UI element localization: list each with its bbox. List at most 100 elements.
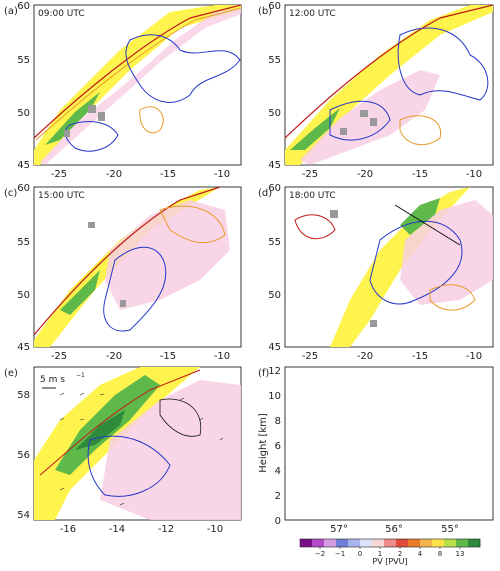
- panel-b-gray-cell-2: [370, 118, 377, 126]
- panel-a-xtick-3: -15: [160, 169, 176, 180]
- panel-b-ytick-2: 55: [268, 55, 281, 66]
- colorbar-segment: [300, 539, 313, 547]
- panel-f-frame: [284, 366, 494, 521]
- panel-b-xtick-3: -15: [412, 169, 428, 180]
- colorbar-tick-label: −1: [335, 550, 345, 558]
- panel-d: (d) 18:00 UTC -25 -20 -15 -10 60 55 50 4…: [258, 183, 494, 362]
- panel-b-x-axis: -25 -20 -15 -10: [302, 169, 482, 180]
- panel-b-gray-cell-3: [340, 128, 347, 135]
- panel-d-label: (d): [258, 188, 272, 199]
- panel-c-ytick-4: 45: [17, 342, 30, 353]
- panel-b-xtick-1: -25: [302, 169, 318, 180]
- panel-c-cloud-green: [60, 270, 100, 315]
- panel-d-orange-contour: [429, 284, 476, 311]
- colorbar-segment: [420, 539, 433, 547]
- panel-d-xtick-1: -25: [302, 351, 318, 362]
- panel-f-ytick-5: 4: [275, 466, 281, 477]
- panel-c-cloud-yellow: [34, 187, 220, 347]
- panel-c-orange-contour: [159, 205, 226, 244]
- panel-e-y-axis: 58 56 54: [17, 390, 30, 521]
- panel-d-ytick-2: 55: [268, 237, 281, 248]
- panel-d-time: 18:00 UTC: [289, 191, 336, 201]
- panel-d-x-axis: -25 -20 -15 -10: [302, 351, 482, 362]
- colorbar-tick-label: 8: [438, 550, 442, 558]
- colorbar-segment: [444, 539, 457, 547]
- panel-c: (c) 15:00 UTC -25 -20 -15 -10 60 55 50 4…: [4, 183, 242, 362]
- panel-a-orange-contour-2: [139, 106, 164, 134]
- colorbar-segment: [360, 539, 373, 547]
- panel-a-time: 09:00 UTC: [38, 9, 85, 19]
- panel-f: (f) Height [km] 12 10 8 6 4 2 0 57° 56° …: [258, 366, 494, 535]
- panel-f-ytick-3: 8: [275, 416, 281, 427]
- panel-a-xtick-1: -25: [51, 169, 67, 180]
- colorbar-segment: [468, 539, 481, 547]
- panel-b-ytick-1: 60: [268, 1, 281, 12]
- panel-a-orange-contour: [35, 7, 241, 141]
- panel-b-orange-contour: [399, 115, 442, 146]
- panel-f-xtick-1: 57°: [330, 524, 348, 535]
- colorbar-tick-label: 13: [456, 550, 465, 558]
- colorbar-segment: [408, 539, 421, 547]
- panel-e: (e) 5 m s −1 -16 -14 -12 -10 58 56 54: [4, 366, 242, 535]
- panel-a-pv-pink: [40, 8, 241, 165]
- panel-f-xtick-3: 55°: [441, 524, 459, 535]
- panel-e-ytick-3: 54: [17, 510, 30, 521]
- colorbar-segment: [348, 539, 361, 547]
- panel-f-xtick-2: 56°: [385, 524, 403, 535]
- panel-a-gray-cell-1: [88, 105, 96, 113]
- panel-d-pv-pink: [400, 200, 493, 305]
- panel-c-xtick-4: -10: [214, 351, 230, 362]
- panel-d-ytick-1: 60: [268, 183, 281, 194]
- panel-a-ytick-3: 50: [17, 108, 30, 119]
- panel-d-y-axis: 60 55 50 45: [268, 183, 281, 353]
- panel-b-xtick-2: -20: [357, 169, 373, 180]
- panel-d-cloud-green: [400, 198, 440, 235]
- panel-b-ytick-3: 50: [268, 108, 281, 119]
- colorbar-segment: [456, 539, 469, 547]
- panel-c-y-axis: 60 55 50 45: [17, 183, 30, 353]
- panel-c-time: 15:00 UTC: [38, 191, 85, 201]
- panel-e-wind-reference: 5 m s −1: [40, 372, 85, 389]
- panel-c-xtick-1: -25: [51, 351, 67, 362]
- panel-d-gray-cell-1: [330, 210, 338, 218]
- colorbar-tick-label: 4: [418, 550, 423, 558]
- panel-e-red-contour: [39, 369, 201, 476]
- panel-b-label: (b): [258, 6, 272, 17]
- panel-a-xtick-4: -10: [214, 169, 230, 180]
- panel-c-xtick-2: -20: [106, 351, 122, 362]
- panel-a-y-axis: 60 55 50 45: [17, 1, 30, 171]
- panel-e-label: (e): [4, 368, 18, 379]
- panel-f-ylabel: Height [km]: [258, 413, 269, 473]
- panel-c-blue-contour: [103, 246, 167, 332]
- colorbar-tick-label: 1: [378, 550, 382, 558]
- panel-a-ytick-1: 60: [17, 1, 30, 12]
- panel-b-gray-cell-1: [360, 110, 368, 117]
- panel-e-cloud-darkgreen: [75, 410, 125, 450]
- panel-e-cloud-yellow: [34, 367, 200, 520]
- panel-a-x-axis: -25 -20 -15 -10: [51, 169, 230, 180]
- panel-b-xtick-4: -10: [466, 169, 482, 180]
- panel-a-ytick-4: 45: [17, 160, 30, 171]
- panel-a-label: (a): [4, 6, 18, 17]
- panel-a-xtick-2: -20: [106, 169, 122, 180]
- panel-e-xtick-1: -16: [60, 524, 76, 535]
- panel-d-cloud-yellow: [330, 187, 470, 347]
- panel-e-ytick-1: 58: [17, 390, 30, 401]
- panel-b-cloud-green: [290, 108, 340, 150]
- panel-e-black-contour: [159, 398, 202, 437]
- panel-d-xtick-3: -15: [412, 351, 428, 362]
- panel-b-pv-pink: [300, 70, 440, 165]
- panel-f-label: (f): [258, 368, 269, 379]
- panel-f-y-axis: 12 10 8 6 4 2 0: [268, 366, 281, 527]
- colorbar-segment: [336, 539, 349, 547]
- panel-d-blue-contour: [369, 220, 463, 305]
- panel-d-cross-section-line: [394, 204, 461, 246]
- panel-c-gray-cell-2: [120, 300, 126, 307]
- panel-a-ytick-2: 55: [17, 55, 30, 66]
- panel-c-x-axis: -25 -20 -15 -10: [51, 351, 230, 362]
- colorbar-segments: [300, 539, 481, 547]
- colorbar-ticks: −2 −1 0 1 2 4 8 13: [315, 547, 465, 558]
- panel-b-ytick-4: 45: [268, 160, 281, 171]
- panel-c-red-contour: [34, 187, 221, 336]
- panel-b-y-axis: 60 55 50 45: [268, 1, 281, 171]
